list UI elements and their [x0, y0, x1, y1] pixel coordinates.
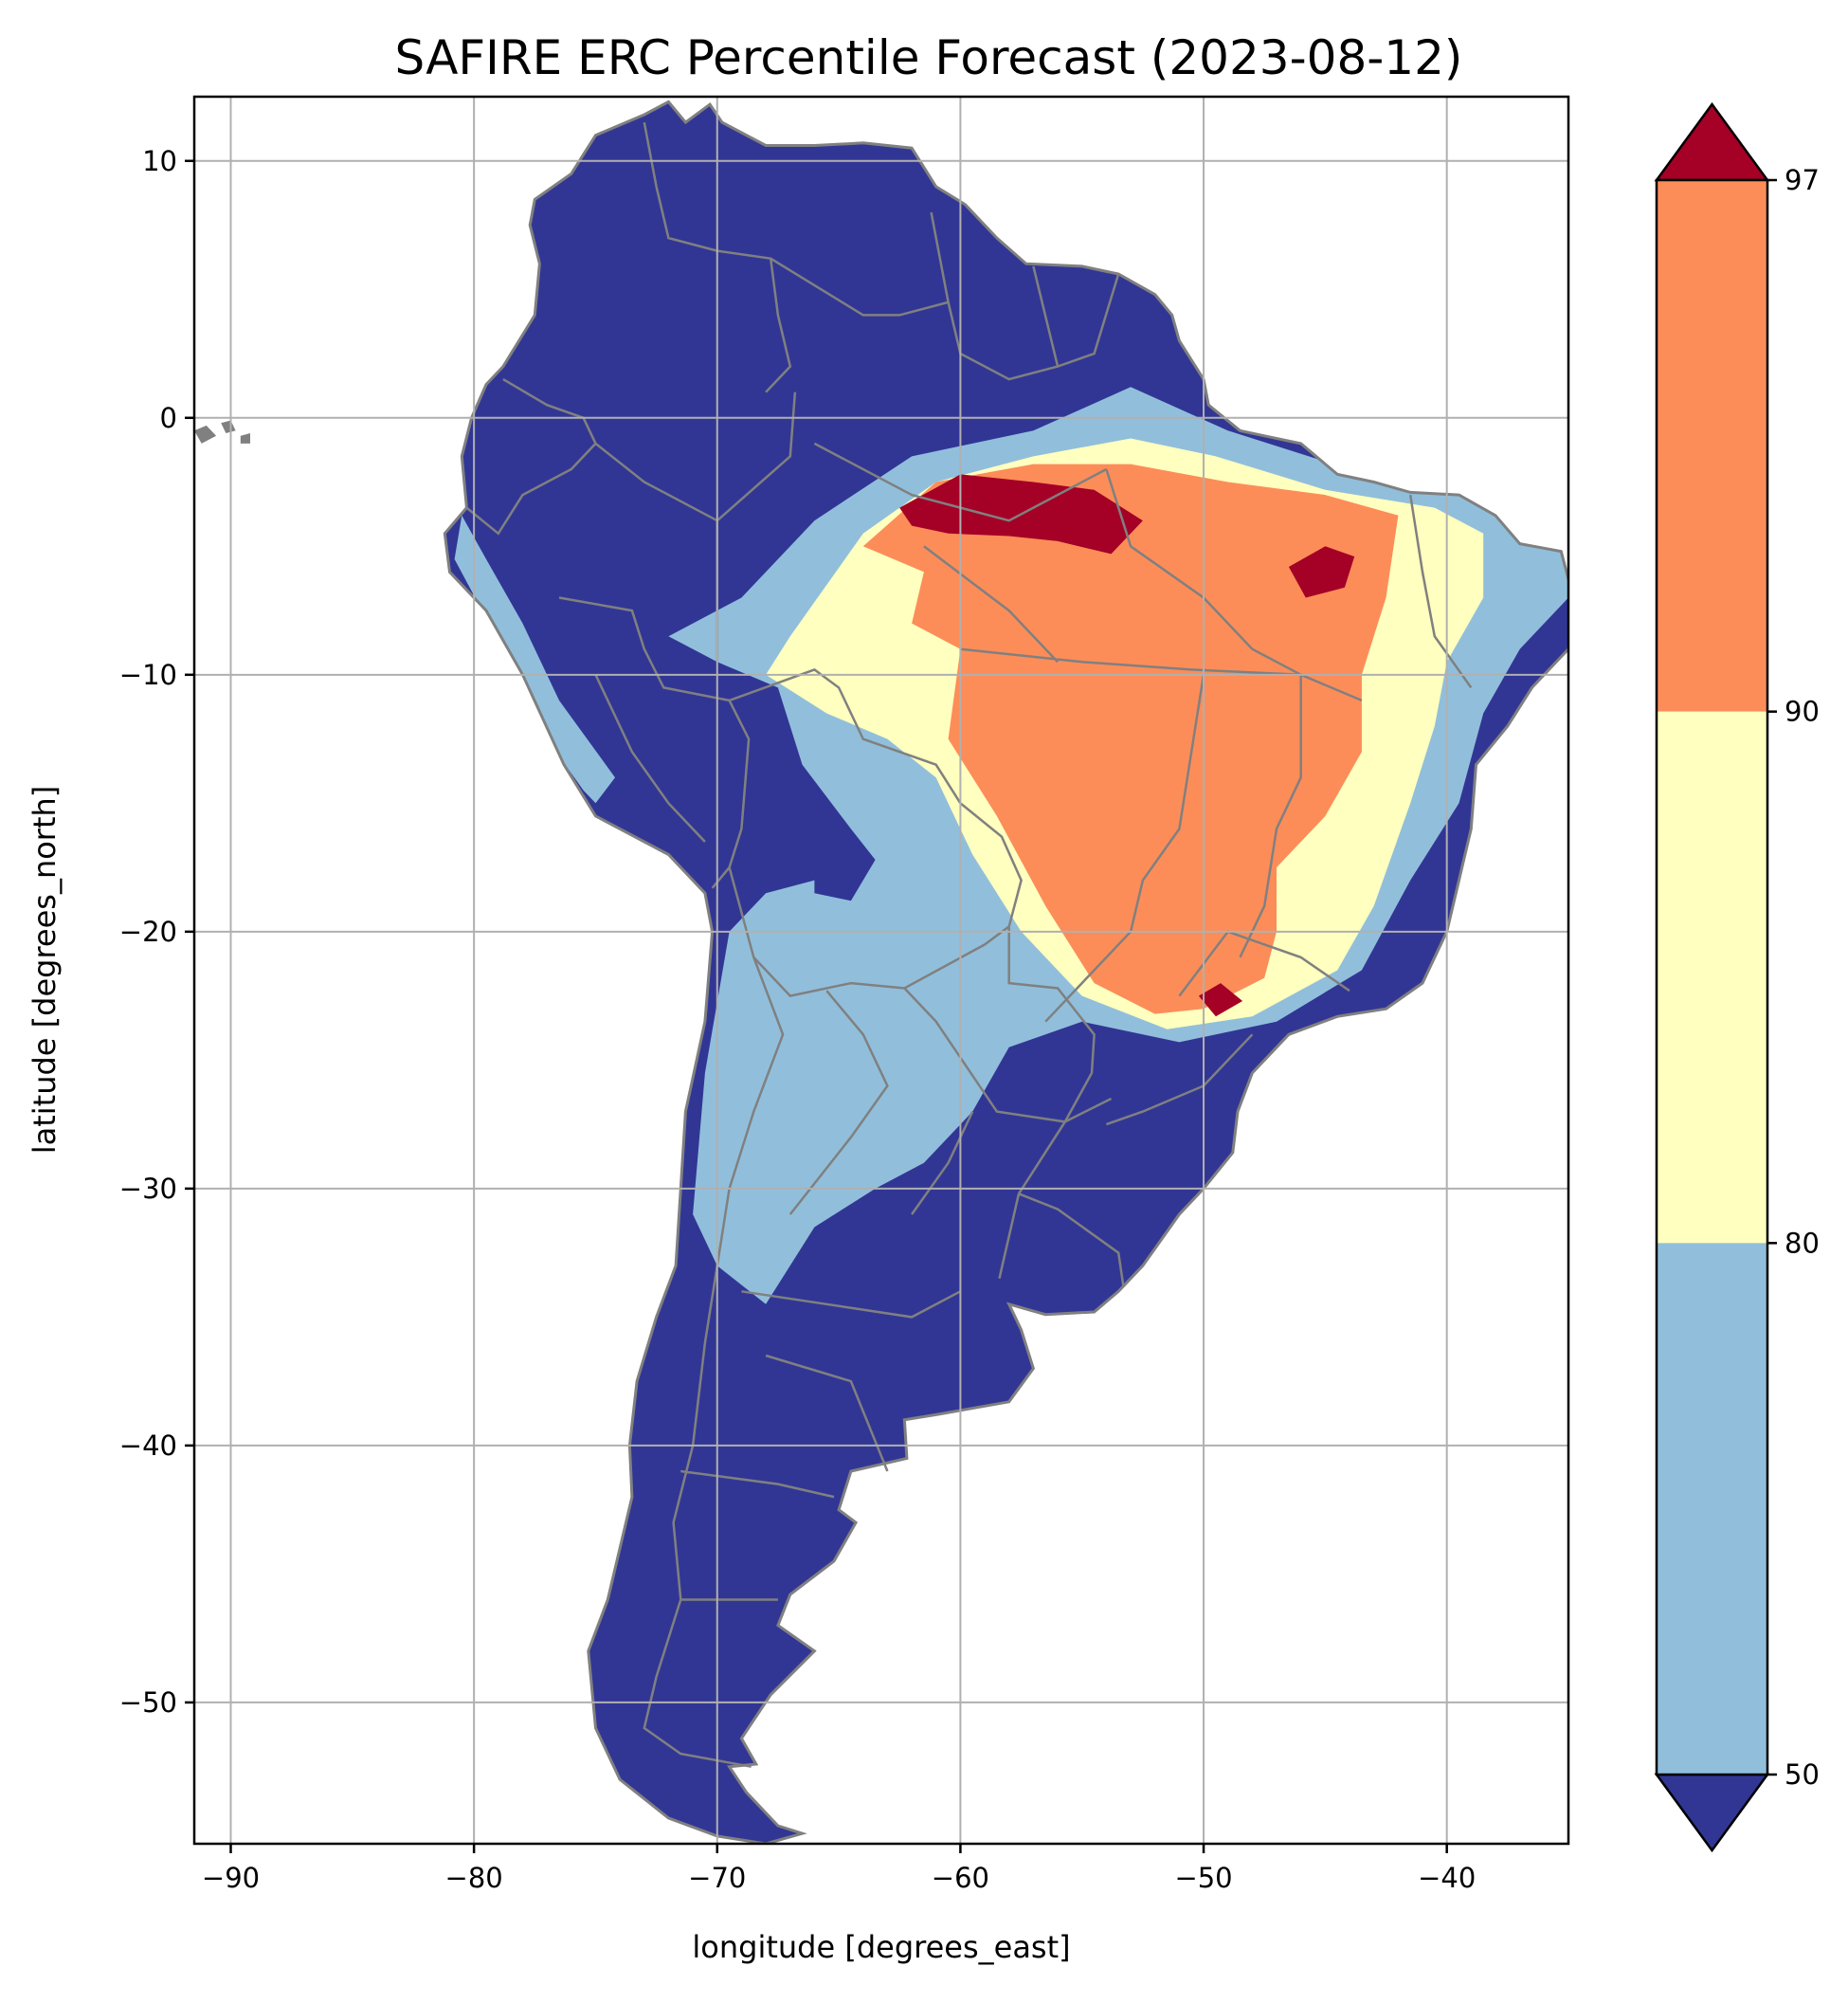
x-tick-label: −40 — [1418, 1862, 1476, 1894]
x-tick-label: −80 — [445, 1862, 503, 1894]
x-tick-label: −90 — [202, 1862, 260, 1894]
y-tick-label: 10 — [142, 145, 177, 177]
x-axis-ticks: −90 −80 −70 −60 −50 −40 — [202, 1844, 1476, 1894]
colorbar-extend-high — [1654, 101, 1770, 182]
colorbar-segment — [1657, 180, 1767, 712]
x-tick-label: −60 — [932, 1862, 989, 1894]
map-title: SAFIRE ERC Percentile Forecast (2023-08-… — [395, 30, 1463, 85]
y-tick-label: −10 — [119, 659, 177, 691]
x-tick-label: −50 — [1174, 1862, 1232, 1894]
colorbar-extend-low — [1654, 1773, 1770, 1853]
region-above-97-percentile-south — [1198, 983, 1243, 1017]
y-tick-label: 0 — [160, 402, 177, 434]
landmass — [194, 100, 1568, 1844]
x-axis-label: longitude [degrees_east] — [692, 1929, 1070, 1965]
colorbar-label: 50 — [1785, 1758, 1820, 1791]
colorbar: 50 80 90 97 — [1654, 101, 1820, 1853]
colorbar-segment — [1657, 711, 1767, 1244]
y-tick-label: −40 — [119, 1429, 177, 1462]
gridlines — [194, 97, 1568, 1844]
colorbar-label: 97 — [1785, 164, 1820, 196]
coastline — [443, 100, 1568, 1844]
y-tick-label: −30 — [119, 1173, 177, 1205]
y-tick-label: −20 — [119, 916, 177, 948]
y-tick-label: −50 — [119, 1686, 177, 1719]
y-axis-label: latitude [degrees_north] — [27, 786, 63, 1155]
region-below-50-bolivia — [814, 829, 876, 901]
region-above-97-percentile-east — [1288, 546, 1355, 598]
colorbar-frame — [1655, 178, 1769, 1776]
galapagos-islands — [194, 420, 250, 444]
y-axis-ticks: 10 0 −10 −20 −30 −40 −50 — [119, 145, 194, 1719]
colorbar-label: 80 — [1785, 1227, 1820, 1259]
colorbar-segment — [1657, 1243, 1767, 1775]
axes-frame — [192, 95, 1570, 1846]
region-50-80-percentile-andes — [454, 515, 615, 804]
map-axes: −90 −80 −70 −60 −50 −40 10 0 −10 −20 −30 −40 −50 — [119, 95, 1570, 1894]
x-tick-label: −70 — [688, 1862, 746, 1894]
colorbar-label: 90 — [1785, 696, 1820, 728]
